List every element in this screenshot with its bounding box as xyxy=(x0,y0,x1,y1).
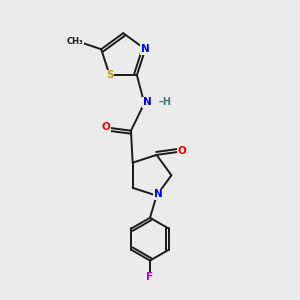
Text: N: N xyxy=(141,44,150,54)
Text: O: O xyxy=(101,122,110,132)
Text: N: N xyxy=(154,189,163,200)
Text: N: N xyxy=(143,98,152,107)
Text: S: S xyxy=(106,70,113,80)
Text: O: O xyxy=(178,146,187,156)
Text: CH₃: CH₃ xyxy=(67,37,84,46)
Text: –H: –H xyxy=(159,98,172,107)
Text: F: F xyxy=(146,272,154,282)
